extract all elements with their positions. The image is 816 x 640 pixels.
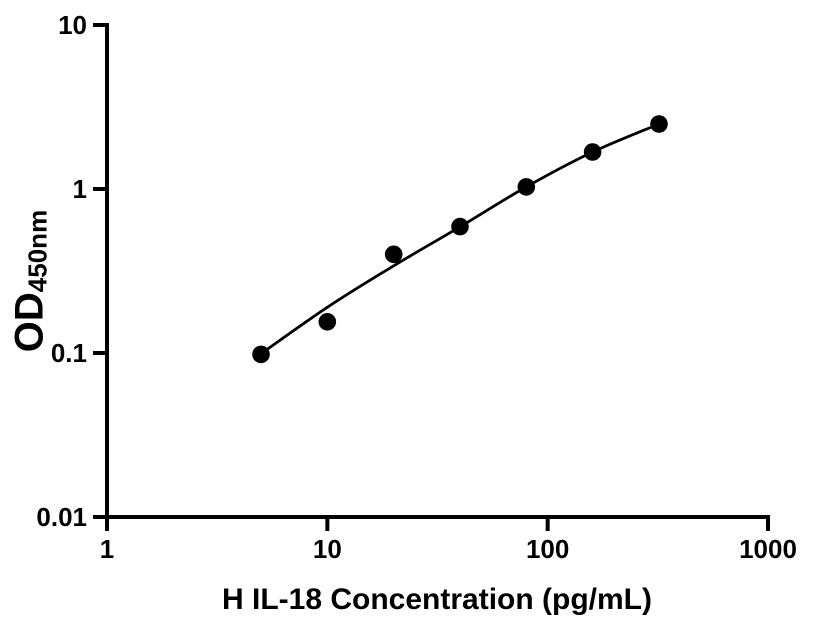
y-tick-label: 1 (73, 174, 87, 204)
data-point (517, 178, 536, 196)
y-axis-title-main: OD (7, 292, 52, 353)
y-tick-label: 10 (58, 10, 87, 40)
data-point (451, 217, 469, 236)
data-point (650, 115, 668, 133)
data-point (583, 143, 602, 161)
y-axis-title: OD450nm (7, 209, 53, 353)
x-tick-label: 100 (526, 534, 569, 564)
x-tick-label: 10 (313, 534, 342, 564)
data-point (384, 245, 403, 264)
y-tick-label: 0.1 (51, 338, 87, 368)
data-point (318, 313, 337, 331)
data-point (252, 345, 270, 364)
y-axis-title-subscript: 450nm (22, 209, 53, 293)
x-tick-label: 1000 (739, 534, 797, 564)
x-tick-label: 1 (100, 534, 114, 564)
x-axis-title: H IL-18 Concentration (pg/mL) (222, 583, 652, 616)
y-tick-label: 0.01 (36, 502, 87, 532)
